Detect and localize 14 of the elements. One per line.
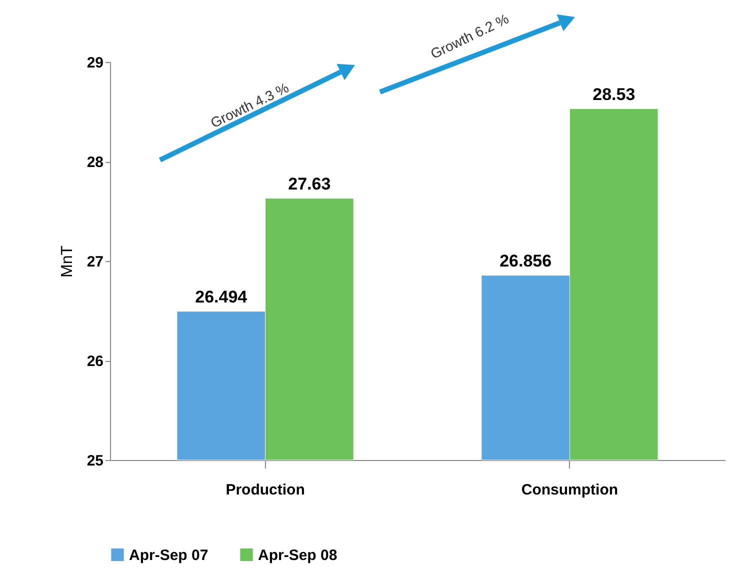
legend-label: Apr-Sep 08 <box>258 546 338 564</box>
y-tick-label: 29 <box>86 54 104 72</box>
y-tick-label: 27 <box>86 254 104 270</box>
y-tick-label: 28 <box>86 154 104 171</box>
data-label: 28.53 <box>592 84 636 104</box>
y-tick-label: 25 <box>86 452 104 470</box>
data-label: 26.494 <box>195 287 248 306</box>
x-tick-label: Consumption <box>521 482 618 498</box>
x-tick-label: Production <box>226 482 305 498</box>
data-label: 26.856 <box>500 251 552 270</box>
legend-label: Apr-Sep 07 <box>129 546 208 564</box>
y-axis-title: MnT <box>58 245 76 278</box>
data-label: 27.63 <box>288 174 331 194</box>
y-tick-label: 26 <box>86 353 104 370</box>
